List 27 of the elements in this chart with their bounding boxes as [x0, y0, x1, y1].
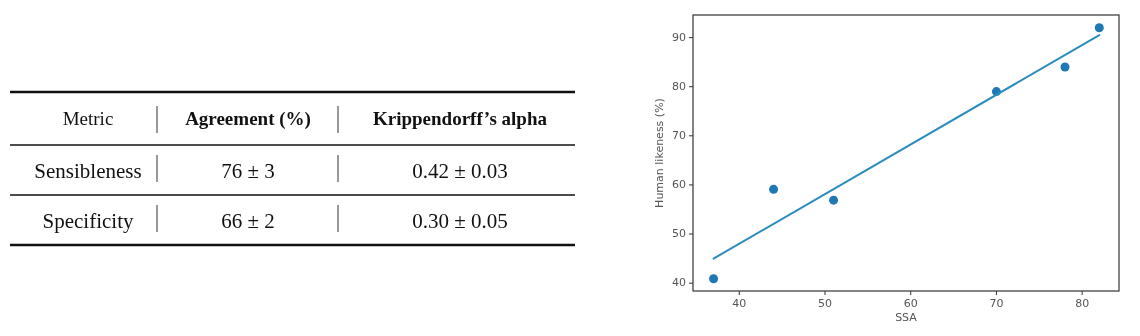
text: Krippendorff’s alpha	[372, 108, 548, 130]
y-tick-label: 90	[672, 30, 686, 44]
point	[1060, 62, 1070, 72]
text: 76 ± 3	[221, 158, 275, 183]
y-tick-label: 50	[672, 227, 686, 241]
x-axis-title: SSA	[895, 311, 918, 324]
x-tick-label: 80	[1075, 297, 1090, 310]
point	[829, 195, 839, 205]
y-tick-label: 80	[672, 79, 686, 93]
x-tick-label: 60	[903, 297, 918, 310]
text: Sensibleness	[34, 158, 142, 183]
y-tick-label: 40	[672, 276, 686, 290]
point	[709, 274, 719, 284]
text: 66 ± 2	[221, 208, 275, 233]
point	[769, 184, 779, 194]
x-tick-label: 40	[732, 297, 747, 310]
y-tick-label: 70	[672, 128, 686, 142]
x-tick-label: 50	[818, 297, 832, 310]
y-axis-title: Human likeness (%)	[653, 98, 666, 208]
text: Specificity	[42, 208, 134, 233]
text: 0.30 ± 0.05	[412, 208, 508, 233]
text: Metric	[62, 108, 114, 130]
text: Agreement (%)	[185, 108, 311, 131]
y-tick-label: 60	[672, 177, 686, 191]
point	[1094, 23, 1104, 33]
x-tick-label: 70	[989, 297, 1004, 310]
text: 0.42 ± 0.03	[412, 158, 508, 183]
